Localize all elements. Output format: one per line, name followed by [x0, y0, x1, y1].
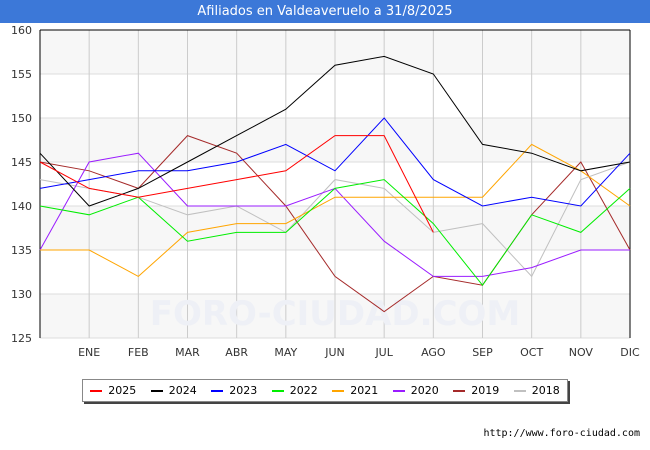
legend-swatch [211, 389, 224, 392]
y-tick-label: 135 [11, 244, 32, 257]
legend-item-2024: 2024 [150, 384, 197, 397]
y-tick-label: 160 [11, 24, 32, 37]
legend-item-2018: 2018 [513, 384, 560, 397]
legend-swatch [392, 389, 405, 392]
legend-item-2022: 2022 [271, 384, 318, 397]
x-tick-label: ENE [78, 346, 100, 359]
x-tick-label: JUL [374, 346, 393, 359]
legend-swatch [513, 389, 526, 392]
x-tick-label: MAY [274, 346, 297, 359]
legend-label: 2019 [471, 384, 500, 397]
series-line-2021 [40, 143, 631, 278]
legend-label: 2024 [168, 384, 197, 397]
series-line-2023 [39, 117, 631, 207]
x-tick-label: OCT [520, 346, 543, 359]
legend-swatch [453, 389, 466, 392]
y-tick-label: 140 [11, 200, 32, 213]
series-line-2024 [39, 55, 631, 207]
legend-item-2025: 2025 [90, 384, 136, 397]
x-tick-label: NOV [569, 346, 594, 359]
legend-swatch [150, 389, 163, 392]
legend-label: 2025 [108, 384, 137, 397]
legend-item-2021: 2021 [332, 384, 378, 397]
footer-url[interactable]: http://www.foro-ciudad.com [483, 428, 640, 439]
x-tick-label: SEP [472, 346, 493, 359]
x-tick-label: AGO [421, 346, 446, 359]
legend-label: 2023 [229, 384, 258, 397]
x-tick-label: JUN [324, 346, 345, 359]
y-tick-label: 125 [11, 332, 32, 345]
legend: 2025 2024 2023 2022 2021 2020 2019 2018 [82, 379, 568, 402]
x-tick-label: ABR [225, 346, 248, 359]
legend-swatch [271, 389, 284, 392]
legend-label: 2018 [531, 384, 560, 397]
x-tick-label: DIC [620, 346, 640, 359]
series-line-2025 [39, 135, 434, 233]
legend-item-2019: 2019 [453, 384, 499, 397]
x-tick-label: MAR [175, 346, 200, 359]
y-tick-label: 130 [11, 288, 32, 301]
legend-label: 2022 [289, 384, 318, 397]
watermark: FORO-CIUDAD.COM [150, 294, 521, 334]
legend-swatch [90, 389, 103, 392]
legend-swatch [332, 389, 345, 392]
legend-label: 2020 [410, 384, 439, 397]
chart-title: Afiliados en Valdeaveruelo a 31/8/2025 [0, 0, 650, 23]
legend-item-2020: 2020 [392, 384, 439, 397]
y-tick-label: 155 [11, 68, 32, 81]
y-tick-label: 145 [11, 156, 32, 169]
legend-item-2023: 2023 [211, 384, 257, 397]
legend-label: 2021 [350, 384, 379, 397]
x-tick-label: FEB [128, 346, 149, 359]
y-tick-label: 150 [11, 112, 32, 125]
